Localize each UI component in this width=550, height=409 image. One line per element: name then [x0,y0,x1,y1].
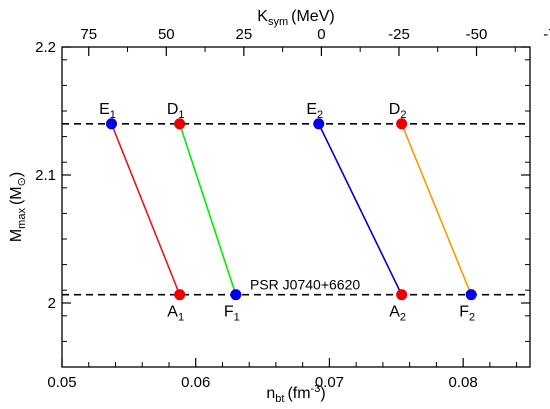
x2-tick-label: 75 [80,26,97,43]
point-label: A2 [389,304,406,324]
point-label: A1 [167,304,184,324]
y-tick-label: 2 [48,295,56,312]
point-label: F2 [459,304,475,324]
labels: 0.05 0.06 0.07 0.08 75 50 25 0 -25 -50 -75 2 2.1 2.2 P… [35,26,550,391]
y-axis-title: Mmax(M⊙) [8,172,28,242]
x2-tick-label: -75 [543,26,550,43]
tick-marks [61,46,530,367]
reference-line-label: PSR J0740+6620 [250,277,360,293]
x-tick-label: 0.06 [181,374,210,391]
y-tick-label: 2.1 [35,167,56,184]
point-label: E1 [99,101,116,121]
segment-line [318,123,403,296]
point-label: E2 [306,101,323,121]
point-label: D1 [167,101,185,121]
segment-line [400,123,472,295]
point-label: D2 [389,101,407,121]
x2-axis-title: Ksym (MeV) [257,8,334,28]
x-tick-label: 0.07 [315,374,344,391]
x2-tick-label: 50 [158,26,175,43]
x-tick-label: 0.08 [449,374,478,391]
points [105,118,477,301]
data-point [396,118,408,130]
data-point [230,289,242,301]
data-point [105,118,117,130]
data-point [465,289,477,301]
x-axis-title: nbt (fm-3) [266,383,325,405]
x2-tick-label: -50 [466,26,488,43]
data-point [313,118,325,130]
data-point [174,118,186,130]
x2-tick-label: 0 [317,26,325,43]
segment-line [110,123,181,295]
data-point [396,289,408,301]
data-point [174,289,186,301]
x-tick-label: 0.05 [47,374,76,391]
segments [110,123,472,296]
plot-frame [61,46,531,368]
reference-lines [62,123,530,296]
y-tick-label: 2.2 [35,39,56,56]
point-label: F1 [224,304,240,324]
x2-tick-label: 25 [236,26,253,43]
segment-line [178,123,237,295]
x2-tick-label: -25 [388,26,410,43]
